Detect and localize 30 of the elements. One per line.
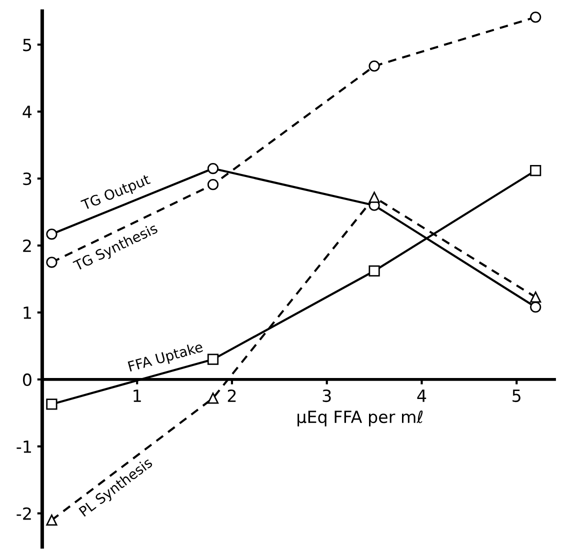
y-tick-label: 0: [23, 373, 32, 386]
y-tick-label: 1: [24, 306, 31, 319]
point: [207, 392, 219, 404]
point: [46, 398, 58, 410]
x-tick-label: 4: [417, 390, 426, 402]
point: [207, 162, 219, 174]
y-tick-label: 5: [23, 38, 32, 52]
x-tick-label: 2: [228, 389, 236, 402]
point: [368, 265, 380, 277]
y-tick-label: 2: [23, 239, 31, 252]
point: [368, 192, 380, 203]
y-tick-label: 3: [23, 172, 32, 186]
point: [368, 60, 380, 72]
y-tick-label: 4: [22, 106, 32, 118]
point: [530, 302, 542, 313]
y-tick-label: -2: [16, 507, 31, 520]
point: [207, 179, 219, 190]
point: [46, 228, 58, 240]
point: [46, 256, 58, 268]
point: [530, 292, 542, 303]
x-tick-label: 3: [322, 389, 331, 402]
x-tick-label: 1: [134, 390, 141, 402]
point: [46, 514, 58, 526]
x-tick-label: 5: [512, 390, 520, 402]
point: [530, 12, 542, 23]
point: [207, 354, 219, 365]
text: FFA Uptake: [128, 341, 204, 374]
point: [530, 164, 542, 176]
y-tick-label: -1: [16, 440, 31, 453]
x-axis-title: μEq FFA per mℓ: [298, 410, 423, 426]
